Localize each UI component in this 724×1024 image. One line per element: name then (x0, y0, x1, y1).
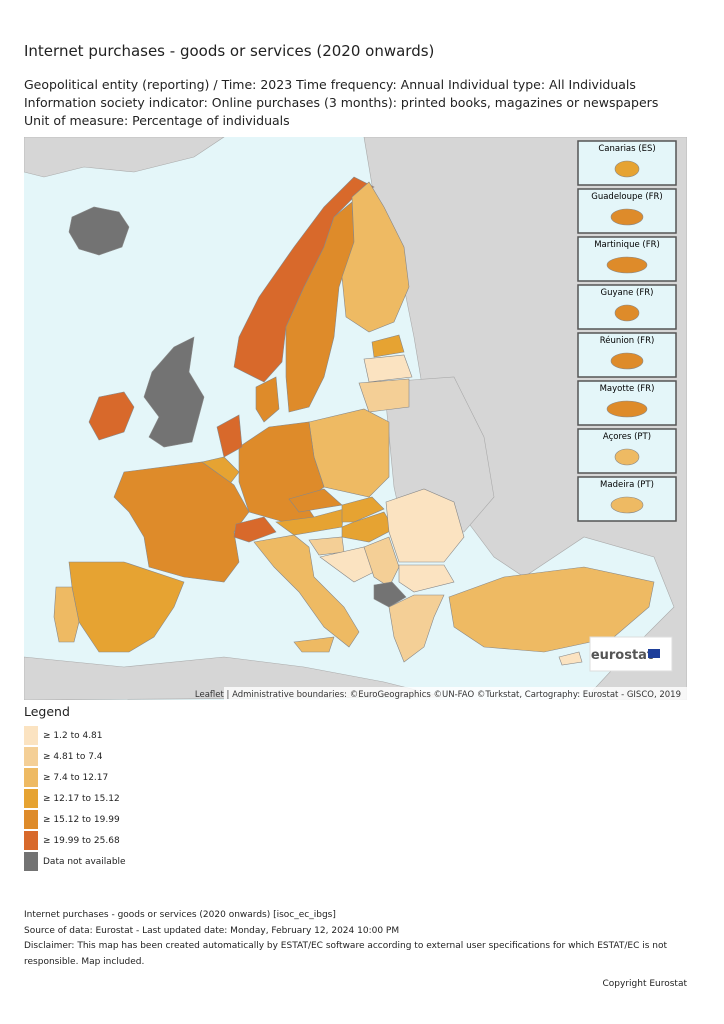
title: Internet purchases - goods or services (… (24, 42, 435, 60)
legend-item: ≥ 1.2 to 4.81 (24, 725, 126, 746)
eu-flag (648, 649, 660, 658)
inset-shape (614, 160, 640, 178)
legend: Legend ≥ 1.2 to 4.81 ≥ 4.81 to 7.4 ≥ 7.4 t… (24, 704, 126, 872)
legend-label: ≥ 7.4 to 12.17 (43, 772, 109, 783)
legend-swatch (24, 810, 38, 829)
legend-label: Data not available (43, 856, 126, 867)
greenland (24, 137, 225, 178)
inset-label: Açores (PT) (603, 432, 651, 442)
footer-line: Internet purchases - goods or services (… (24, 910, 336, 920)
legend-items: ≥ 1.2 to 4.81 ≥ 4.81 to 7.4 ≥ 7.4 to 12.17… (24, 725, 126, 872)
inset-label: Guadeloupe (FR) (591, 192, 663, 202)
attribution-bg (224, 687, 687, 700)
inset-label: Mayotte (FR) (600, 384, 655, 394)
estonia (371, 334, 405, 358)
north-macedonia (373, 581, 407, 608)
inset-shape (606, 400, 648, 418)
latvia (363, 354, 413, 383)
inset-shape (610, 496, 644, 514)
lithuania (358, 378, 410, 413)
legend-swatch (24, 789, 38, 808)
legend-swatch (24, 726, 38, 745)
inset-shape (610, 208, 644, 226)
inset-label: Martinique (FR) (594, 240, 660, 250)
insets: Canarias (ES) Guadeloupe (FR) Martinique (… (577, 140, 677, 522)
legend-swatch (24, 747, 38, 766)
legend-swatch (24, 831, 38, 850)
romania (385, 488, 465, 563)
legend-item: ≥ 7.4 to 12.17 (24, 767, 126, 788)
attribution: Leaflet | Administrative boundaries: ©Eu… (195, 690, 681, 700)
iceland (68, 206, 130, 256)
netherlands (216, 414, 243, 458)
legend-title: Legend (24, 704, 70, 719)
inset-frame (577, 380, 677, 426)
footer: Internet purchases - goods or services (… (24, 908, 684, 970)
finland (341, 181, 410, 333)
turkey (448, 566, 655, 653)
france (113, 461, 250, 583)
serbia (363, 536, 400, 588)
inset-label: Canarias (ES) (598, 144, 655, 154)
legend-swatch (24, 852, 38, 871)
footer-line: Disclaimer: This map has been created au… (24, 941, 668, 967)
legend-label: ≥ 19.99 to 25.68 (43, 835, 120, 846)
logo: eurostat (591, 648, 653, 663)
legend-label: ≥ 4.81 to 7.4 (43, 751, 103, 762)
switzerland (233, 516, 277, 543)
inset-label: Madeira (PT) (600, 480, 654, 490)
legend-label: ≥ 15.12 to 19.99 (43, 814, 120, 825)
legend-item: ≥ 12.17 to 15.12 (24, 788, 126, 809)
legend-item: ≥ 15.12 to 19.99 (24, 809, 126, 830)
inset-shape (610, 352, 644, 370)
inset-shape (606, 256, 648, 274)
inset-shape (614, 448, 640, 466)
inset-label: Guyane (FR) (601, 288, 654, 298)
subtitle: Geopolitical entity (reporting) / Time: … (24, 77, 659, 128)
denmark (255, 376, 280, 423)
bulgaria (398, 564, 455, 593)
uk (143, 336, 205, 448)
legend-swatch (24, 768, 38, 787)
legend-item: ≥ 19.99 to 25.68 (24, 830, 126, 851)
slovakia (341, 496, 385, 523)
inset-shape (614, 304, 640, 322)
greece (388, 594, 445, 663)
ireland (88, 391, 135, 441)
legend-item: ≥ 4.81 to 7.4 (24, 746, 126, 767)
footer-line: Source of data: Eurostat - Last updated … (24, 925, 400, 936)
copyright: Copyright Eurostat (602, 979, 688, 989)
portugal (53, 586, 80, 643)
legend-label: ≥ 1.2 to 4.81 (43, 730, 103, 741)
legend-label: ≥ 12.17 to 15.12 (43, 793, 120, 804)
inset-label: Réunion (FR) (600, 335, 655, 346)
legend-item: Data not available (24, 851, 126, 872)
italy (253, 534, 360, 648)
sicily (293, 636, 335, 653)
sweden (285, 201, 355, 413)
cyprus (558, 651, 583, 666)
map[interactable]: Canarias (ES) Guadeloupe (FR) Martinique (… (24, 137, 687, 700)
